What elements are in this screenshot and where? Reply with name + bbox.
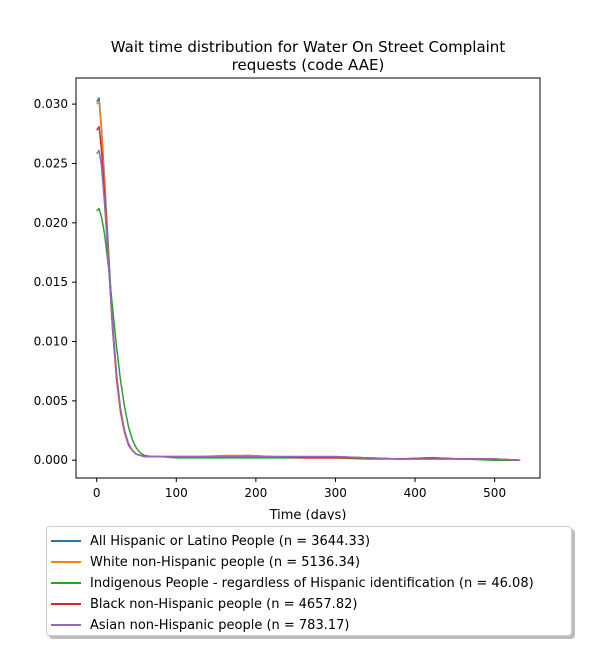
y-tick-label: 0.015 xyxy=(34,275,68,289)
y-tick-label: 0.010 xyxy=(34,335,68,349)
y-tick-label: 0.005 xyxy=(34,394,68,408)
legend-entry: Black non-Hispanic people (n = 4657.82) xyxy=(47,594,357,614)
legend-swatch xyxy=(51,624,81,626)
legend-swatch xyxy=(51,561,81,563)
series-line-1 xyxy=(96,97,521,461)
x-tick-label: 400 xyxy=(404,486,427,500)
legend-entry: White non-Hispanic people (n = 5136.34) xyxy=(47,552,360,572)
x-axis: 0 100 200 300 400 500 xyxy=(93,478,506,500)
legend-label: Asian non-Hispanic people (n = 783.17) xyxy=(90,617,350,633)
legend-label: Black non-Hispanic people (n = 4657.82) xyxy=(90,596,358,612)
y-tick-label: 0.025 xyxy=(34,156,68,170)
legend-entry: Indigenous People - regardless of Hispan… xyxy=(47,573,534,593)
chart-title: Wait time distribution for Water On Stre… xyxy=(111,38,506,74)
series-lines xyxy=(96,97,521,461)
y-axis: 0.000 0.005 0.010 0.015 0.020 0.025 0.030 xyxy=(34,97,76,467)
legend-label: White non-Hispanic people (n = 5136.34) xyxy=(90,554,361,570)
legend-swatch xyxy=(51,540,81,542)
x-tick-label: 500 xyxy=(483,486,506,500)
legend-swatch xyxy=(51,603,81,605)
x-tick-label: 100 xyxy=(165,486,188,500)
legend-label: Indigenous People - regardless of Hispan… xyxy=(90,575,534,591)
x-tick-label: 300 xyxy=(324,486,347,500)
legend-entry: All Hispanic or Latino People (n = 3644.… xyxy=(47,531,370,551)
x-tick-label: 200 xyxy=(244,486,267,500)
chart-title-line: requests (code AAE) xyxy=(232,56,385,74)
y-tick-label: 0.020 xyxy=(34,216,68,230)
series-line-3 xyxy=(96,207,521,461)
legend-entry: Asian non-Hispanic people (n = 783.17) xyxy=(47,615,349,635)
plot-area xyxy=(75,77,541,479)
legend-swatch xyxy=(51,582,81,584)
legend: All Hispanic or Latino People (n = 3644.… xyxy=(46,526,572,636)
series-line-5 xyxy=(96,149,521,461)
x-tick-label: 0 xyxy=(93,486,101,500)
legend-label: All Hispanic or Latino People (n = 3644.… xyxy=(90,533,371,549)
series-line-4 xyxy=(96,125,521,461)
wait-time-chart: Wait time distribution for Water On Stre… xyxy=(34,38,541,520)
chart-title-line: Wait time distribution for Water On Stre… xyxy=(111,38,506,56)
y-tick-label: 0.000 xyxy=(34,453,68,467)
x-axis-label: Time (days) xyxy=(269,508,347,520)
series-line-2 xyxy=(96,100,521,461)
y-tick-label: 0.030 xyxy=(34,97,68,111)
